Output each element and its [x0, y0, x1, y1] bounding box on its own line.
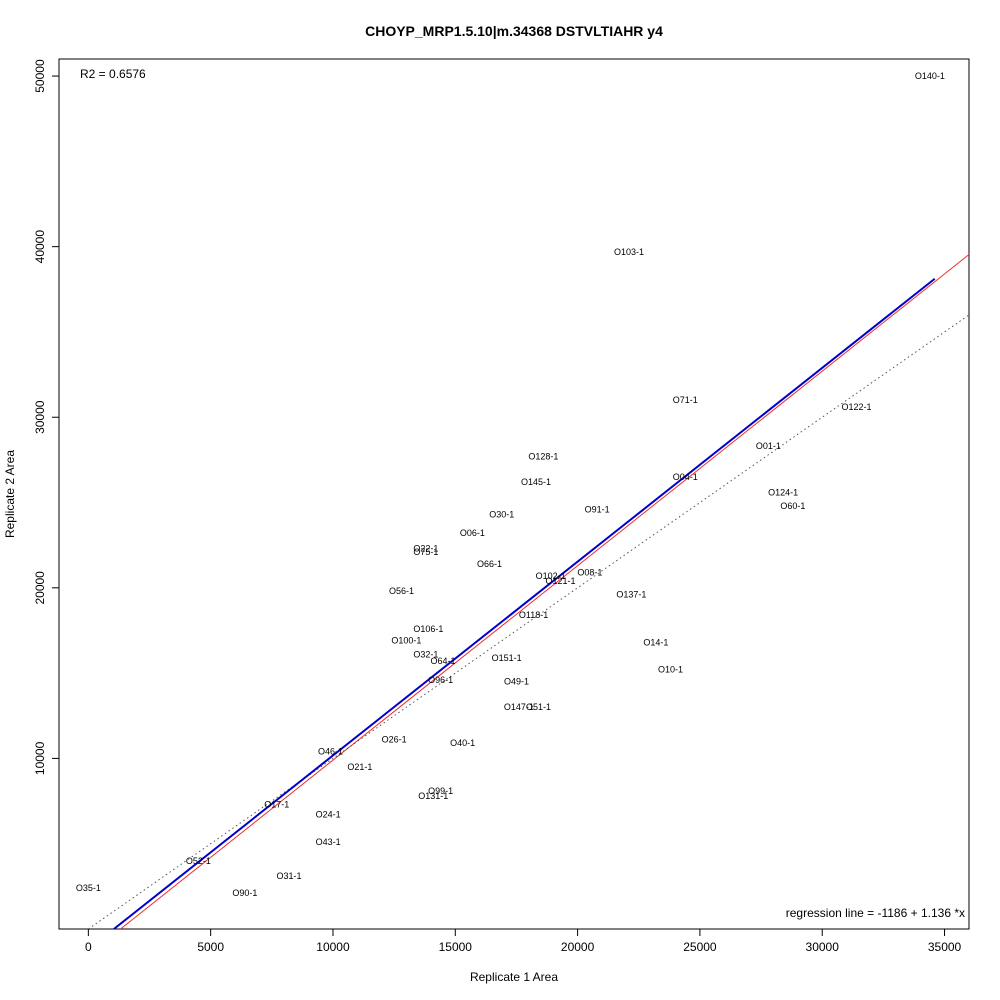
y-tick-label: 50000	[33, 59, 47, 93]
red-line	[120, 254, 970, 930]
point-label: O32-1	[413, 649, 438, 659]
r2-annotation: R2 = 0.6576	[80, 67, 146, 81]
point-label: O100-1	[391, 636, 421, 646]
point-label: O99-1	[428, 786, 453, 796]
point-label: O75-1	[413, 547, 438, 557]
point-label: O60-1	[780, 501, 805, 511]
point-label: O30-1	[489, 509, 514, 519]
point-label: O103-1	[614, 247, 644, 257]
point-label: O56-1	[389, 586, 414, 596]
x-tick-label: 10000	[316, 940, 350, 954]
point-label: O08-1	[577, 567, 602, 577]
point-label: O49-1	[504, 677, 529, 687]
point-label: O31-1	[276, 871, 301, 881]
point-label: O01-1	[756, 441, 781, 451]
point-label: O121-1	[545, 576, 575, 586]
chart-title: CHOYP_MRP1.5.10|m.34368 DSTVLTIAHR y4	[365, 23, 663, 39]
point-label: O14-1	[643, 637, 668, 647]
point-label: O26-1	[382, 735, 407, 745]
y-tick-label: 40000	[33, 230, 47, 264]
x-tick-label: 35000	[928, 940, 962, 954]
x-tick-label: 15000	[439, 940, 473, 954]
point-label: O22-1	[413, 544, 438, 554]
x-tick-label: 0	[85, 940, 92, 954]
point-label: O10-1	[658, 665, 683, 675]
point-label: O145-1	[521, 477, 551, 487]
point-label: O40-1	[450, 738, 475, 748]
point-label: O71-1	[673, 395, 698, 405]
point-label: O102-1	[536, 571, 566, 581]
point-label: O131-1	[418, 791, 448, 801]
x-tick-label: 5000	[197, 940, 224, 954]
point-label: O35-1	[76, 883, 101, 893]
axes-layer: 0 5000 10000 15000 20000 25000 30000 35000 10000…	[33, 59, 961, 954]
points-layer: O140-1 O103-1 O71-1 O122-1 O01-1 O128-1 O04-1 O…	[76, 71, 945, 898]
point-label: O147-1	[504, 702, 534, 712]
point-label: O128-1	[528, 451, 558, 461]
point-label: O140-1	[915, 71, 945, 81]
point-label: O64-1	[431, 656, 456, 666]
point-label: O21-1	[347, 762, 372, 772]
point-label: O06-1	[460, 528, 485, 538]
regression-line	[113, 277, 936, 930]
point-label: O43-1	[316, 837, 341, 847]
point-label: O137-1	[616, 590, 646, 600]
x-tick-label: 20000	[561, 940, 595, 954]
point-label: O17-1	[264, 799, 289, 809]
y-tick-label: 30000	[33, 400, 47, 434]
point-label: O124-1	[768, 487, 798, 497]
point-label: O04-1	[673, 472, 698, 482]
point-label: O122-1	[841, 402, 871, 412]
lines-layer	[88, 254, 970, 930]
y-axis-label: Replicate 2 Area	[3, 450, 17, 538]
x-axis-label: Replicate 1 Area	[470, 970, 558, 984]
point-label: O151-1	[492, 653, 522, 663]
x-tick-label: 25000	[683, 940, 717, 954]
point-label: O66-1	[477, 559, 502, 569]
point-label: O96-1	[428, 675, 453, 685]
point-label: O106-1	[413, 624, 443, 634]
point-label: O91-1	[585, 504, 610, 514]
regression-annotation: regression line = -1186 + 1.136 *x	[786, 906, 965, 920]
dotted-line	[88, 314, 970, 930]
point-label: O51-1	[526, 702, 551, 712]
x-tick-label: 30000	[806, 940, 840, 954]
y-tick-label: 20000	[33, 571, 47, 605]
point-label: O24-1	[316, 810, 341, 820]
y-tick-label: 10000	[33, 741, 47, 775]
plot-frame	[58, 58, 970, 930]
point-label: O118-1	[519, 610, 548, 620]
point-label: O46-1	[318, 747, 343, 757]
point-label: O52-1	[186, 856, 211, 866]
point-label: O90-1	[232, 888, 257, 898]
